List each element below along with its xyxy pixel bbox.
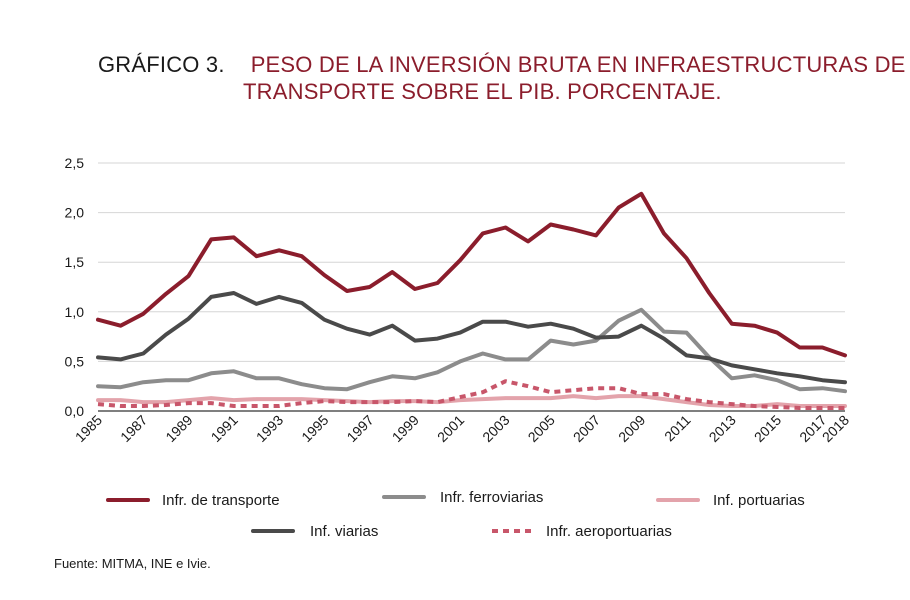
y-tick-label: 0,5 [65,353,85,369]
series-line-inf-portuarias [96,394,847,408]
chart-title-label: GRÁFICO 3. [98,52,225,77]
x-tick-label: 2005 [525,412,558,445]
y-axis: 0,0 0,5 1,0 1,5 2,0 2,5 [65,155,85,419]
source-note: Fuente: MITMA, INE e Ivie. [54,556,211,571]
legend: Infr. de transporte Infr. ferroviarias Inf… [106,489,805,540]
y-tick-label: 2,5 [65,155,85,171]
y-tick-label: 2,0 [65,205,85,221]
x-tick-label: 1989 [162,412,195,445]
series-line-infr-aeroportuarias [97,379,845,410]
x-tick-label: 2013 [706,412,739,445]
legend-label: Inf. portuarias [713,492,805,509]
series-line-infr-de-transporte [96,191,847,358]
x-tick-label: 1995 [298,412,331,445]
x-tick-label: 1987 [117,412,150,445]
x-axis: 1985 1987 1989 1991 1993 1995 1997 1999 2001 2003… [72,412,852,445]
x-tick-label: 2015 [751,412,784,445]
x-tick-label: 1999 [389,412,422,445]
chart-title-line2: TRANSPORTE SOBRE EL PIB. PORCENTAJE. [243,79,722,105]
y-tick-label: 1,5 [65,254,85,270]
x-tick-label: 1993 [253,412,286,445]
grid-lines [98,162,845,412]
y-tick-label: 1,0 [65,304,85,320]
y-tick-label: 0,0 [65,403,85,419]
series-lines [96,191,847,410]
legend-label: Infr. aeroportuarias [546,523,672,540]
x-tick-label: 2011 [661,412,694,445]
x-tick-label: 1991 [208,412,241,445]
legend-label: Infr. ferroviarias [440,489,543,506]
x-tick-label: 2009 [615,412,648,445]
chart-title-line1: GRÁFICO 3. PESO DE LA INVERSIÓN BRUTA EN … [98,52,906,78]
legend-label: Infr. de transporte [162,492,280,509]
x-tick-label: 1997 [343,412,376,445]
x-tick-label: 2003 [479,412,512,445]
legend-label: Inf. viarias [310,523,378,540]
x-tick-label: 2007 [570,412,603,445]
series-line-inf-viarias [96,291,847,385]
x-tick-label: 2018 [819,412,852,445]
chart-title-text-line1: PESO DE LA INVERSIÓN BRUTA EN INFRAESTRU… [250,52,906,77]
series-line-infr-ferroviarias [96,307,847,394]
chart-title-text-line2: TRANSPORTE SOBRE EL PIB. PORCENTAJE. [243,79,722,104]
x-tick-label: 2001 [434,412,467,445]
